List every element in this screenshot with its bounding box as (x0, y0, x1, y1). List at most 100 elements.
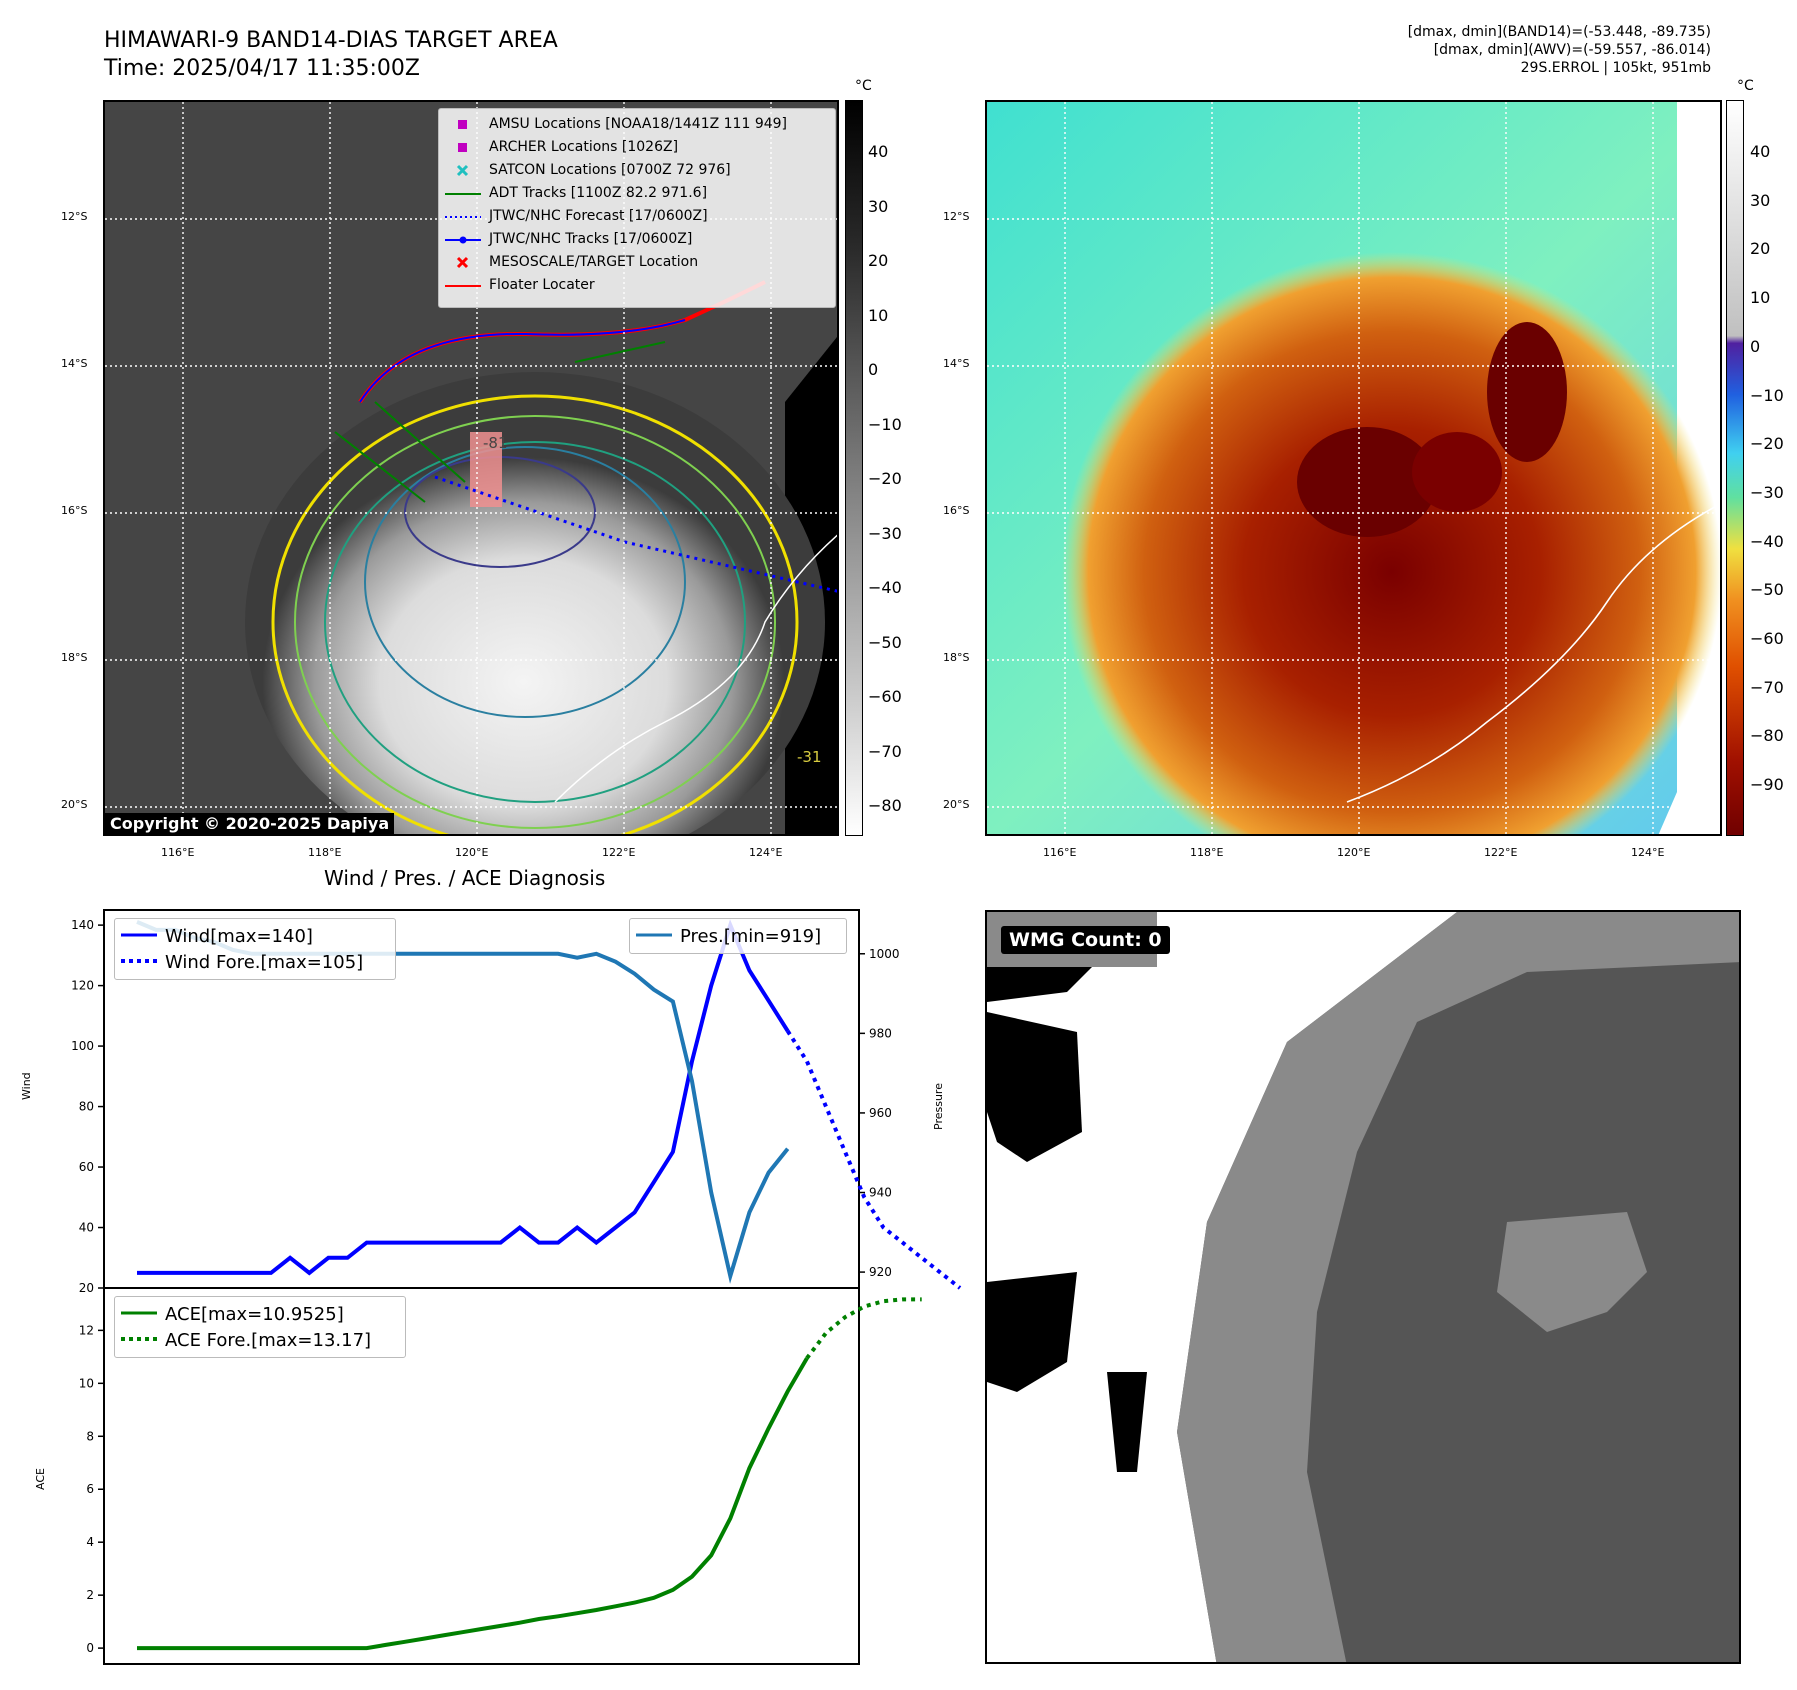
colorbar-tick-label: −80 (868, 796, 902, 815)
figure-time: Time: 2025/04/17 11:35:00Z (104, 56, 420, 81)
lat-tick-label: 12°S (943, 210, 970, 223)
colorbar-tick-label: −70 (1750, 677, 1784, 697)
legend-label: MESOSCALE/TARGET Location (489, 254, 699, 270)
lon-tick-label: 118°E (1190, 846, 1224, 859)
wind-series-line (137, 919, 790, 1276)
lat-tick-label: 14°S (61, 357, 88, 370)
colorbar-tick-label: 10 (868, 305, 889, 325)
contour-label: -31 (797, 748, 822, 766)
legend-label: ADT Tracks [1100Z 82.2 971.6] (489, 185, 708, 201)
wind-legend: Wind[max=140] Wind Fore.[max=105] (114, 918, 396, 980)
colorbar-tick-label: −50 (868, 632, 902, 652)
colorbar-tick-label: −30 (1750, 482, 1784, 502)
ace-tick-label: 4 (86, 1535, 94, 1549)
pressure-tick-label: 940 (869, 1186, 892, 1200)
lon-tick-label: 122°E (1484, 846, 1518, 859)
wmg-graphic (987, 912, 1739, 1662)
legend-symbol (445, 285, 481, 287)
ir-gray-map: -31 -81 Copyright © 2020-2025 Dapiya AMS… (103, 100, 839, 836)
colorbar-tick-label: −20 (1750, 434, 1784, 454)
ace-tick-label: 2 (86, 1588, 94, 1602)
legend-ace-fore: ACE Fore.[max=13.17] (165, 1330, 372, 1351)
pressure-tick-label: 960 (869, 1106, 892, 1120)
colorbar-tick-label: −80 (1750, 726, 1784, 746)
lon-tick-label: 124°E (1631, 846, 1665, 859)
colorbar-tick-label: 10 (1750, 288, 1771, 308)
wind-tick-label: 60 (79, 1160, 94, 1174)
lon-tick-label: 116°E (161, 846, 195, 859)
colorbar-tick-label: 20 (1750, 239, 1771, 259)
colorbar-tick-label: 30 (868, 196, 889, 216)
colorbar-tick-label: 30 (1750, 190, 1771, 210)
legend-symbol (445, 236, 481, 244)
wind-tick-label: 140 (71, 918, 94, 932)
color-colorbar (1726, 100, 1744, 836)
wind-ylabel: Wind (20, 1072, 33, 1100)
legend-pres: Pres.[min=919] (680, 926, 822, 947)
pressure-legend: Pres.[min=919] (629, 918, 847, 954)
legend-label: Floater Locater (489, 277, 595, 293)
diagnosis-title: Wind / Pres. / ACE Diagnosis (324, 866, 606, 890)
colorbar-tick-label: −10 (1750, 385, 1784, 405)
wind-tick-label: 80 (79, 1100, 94, 1114)
pressure-tick-label: 1000 (869, 947, 900, 961)
colorbar-tick-label: −70 (868, 741, 902, 761)
ace-tick-label: 10 (79, 1376, 94, 1390)
colorbar-tick-label: −50 (1750, 580, 1784, 600)
pressure-tick-label: 920 (869, 1265, 892, 1279)
info-line-2: [dmax, dmin](AWV)=(-59.557, -86.014) (1433, 42, 1711, 58)
ace-tick-label: 0 (86, 1641, 94, 1655)
colorbar-tick-label: 40 (1750, 142, 1771, 161)
legend-symbol (458, 143, 467, 152)
lat-tick-label: 20°S (61, 798, 88, 811)
legend-symbol (456, 164, 469, 177)
colorbar-tick-label: −40 (1750, 531, 1784, 551)
legend-symbol (456, 256, 469, 269)
wind-forecast-line (786, 1029, 962, 1290)
legend-wind-fore: Wind Fore.[max=105] (165, 952, 364, 973)
colorbar-tick-label: −60 (1750, 629, 1784, 648)
colorbar-tick-label: −10 (868, 414, 902, 434)
gray-colorbar (845, 100, 863, 836)
legend-label: SATCON Locations [0700Z 72 976] (489, 162, 731, 178)
copyright-label: Copyright © 2020-2025 Dapiya (105, 813, 395, 834)
ace-ylabel: ACE (34, 1468, 47, 1490)
legend-label: JTWC/NHC Tracks [17/0600Z] (489, 231, 693, 247)
lon-tick-label: 120°E (1337, 846, 1371, 859)
colorbar-tick-label: −30 (868, 523, 902, 543)
lat-tick-label: 18°S (943, 651, 970, 664)
pressure-tick-label: 980 (869, 1026, 892, 1040)
legend-label: AMSU Locations [NOAA18/1441Z 111 949] (489, 116, 788, 132)
lat-tick-label: 20°S (943, 798, 970, 811)
pressure-ylabel: Pressure (932, 1083, 945, 1130)
legend-ace: ACE[max=10.9525] (165, 1304, 344, 1325)
lat-tick-label: 16°S (943, 504, 970, 517)
legend-symbol (445, 193, 481, 195)
ir-color-map (985, 100, 1722, 836)
ace-forecast-line (805, 1297, 922, 1360)
wind-tick-label: 40 (79, 1221, 94, 1235)
info-line-1: [dmax, dmin](BAND14)=(-53.448, -89.735) (1407, 24, 1711, 40)
lat-tick-label: 12°S (61, 210, 88, 223)
lat-tick-label: 18°S (61, 651, 88, 664)
colorbar-tick-label: 20 (868, 251, 889, 270)
legend-wind: Wind[max=140] (165, 926, 313, 947)
colorbar-tick-label: 0 (868, 360, 879, 379)
legend-symbol (458, 120, 467, 129)
lat-tick-label: 14°S (943, 357, 970, 370)
lon-tick-label: 124°E (749, 846, 783, 859)
ir-color-map-graphic (987, 102, 1720, 834)
colorbar-tick-label: −60 (868, 687, 902, 706)
wmg-count-label: WMG Count: 0 (1001, 926, 1170, 954)
colorbar-tick-label: 40 (868, 142, 889, 161)
ace-series-line (137, 1357, 809, 1651)
lon-tick-label: 116°E (1043, 846, 1077, 859)
lon-tick-label: 122°E (602, 846, 636, 859)
colorbar-tick-label: −40 (868, 578, 902, 597)
wmg-panel: WMG Count: 0 (985, 910, 1741, 1664)
color-colorbar-unit: °C (1737, 78, 1754, 94)
lat-tick-label: 16°S (61, 504, 88, 517)
legend-symbol (445, 216, 481, 218)
map-legend: AMSU Locations [NOAA18/1441Z 111 949] ARC… (438, 108, 836, 308)
legend-label: ARCHER Locations [1026Z] (489, 139, 679, 155)
